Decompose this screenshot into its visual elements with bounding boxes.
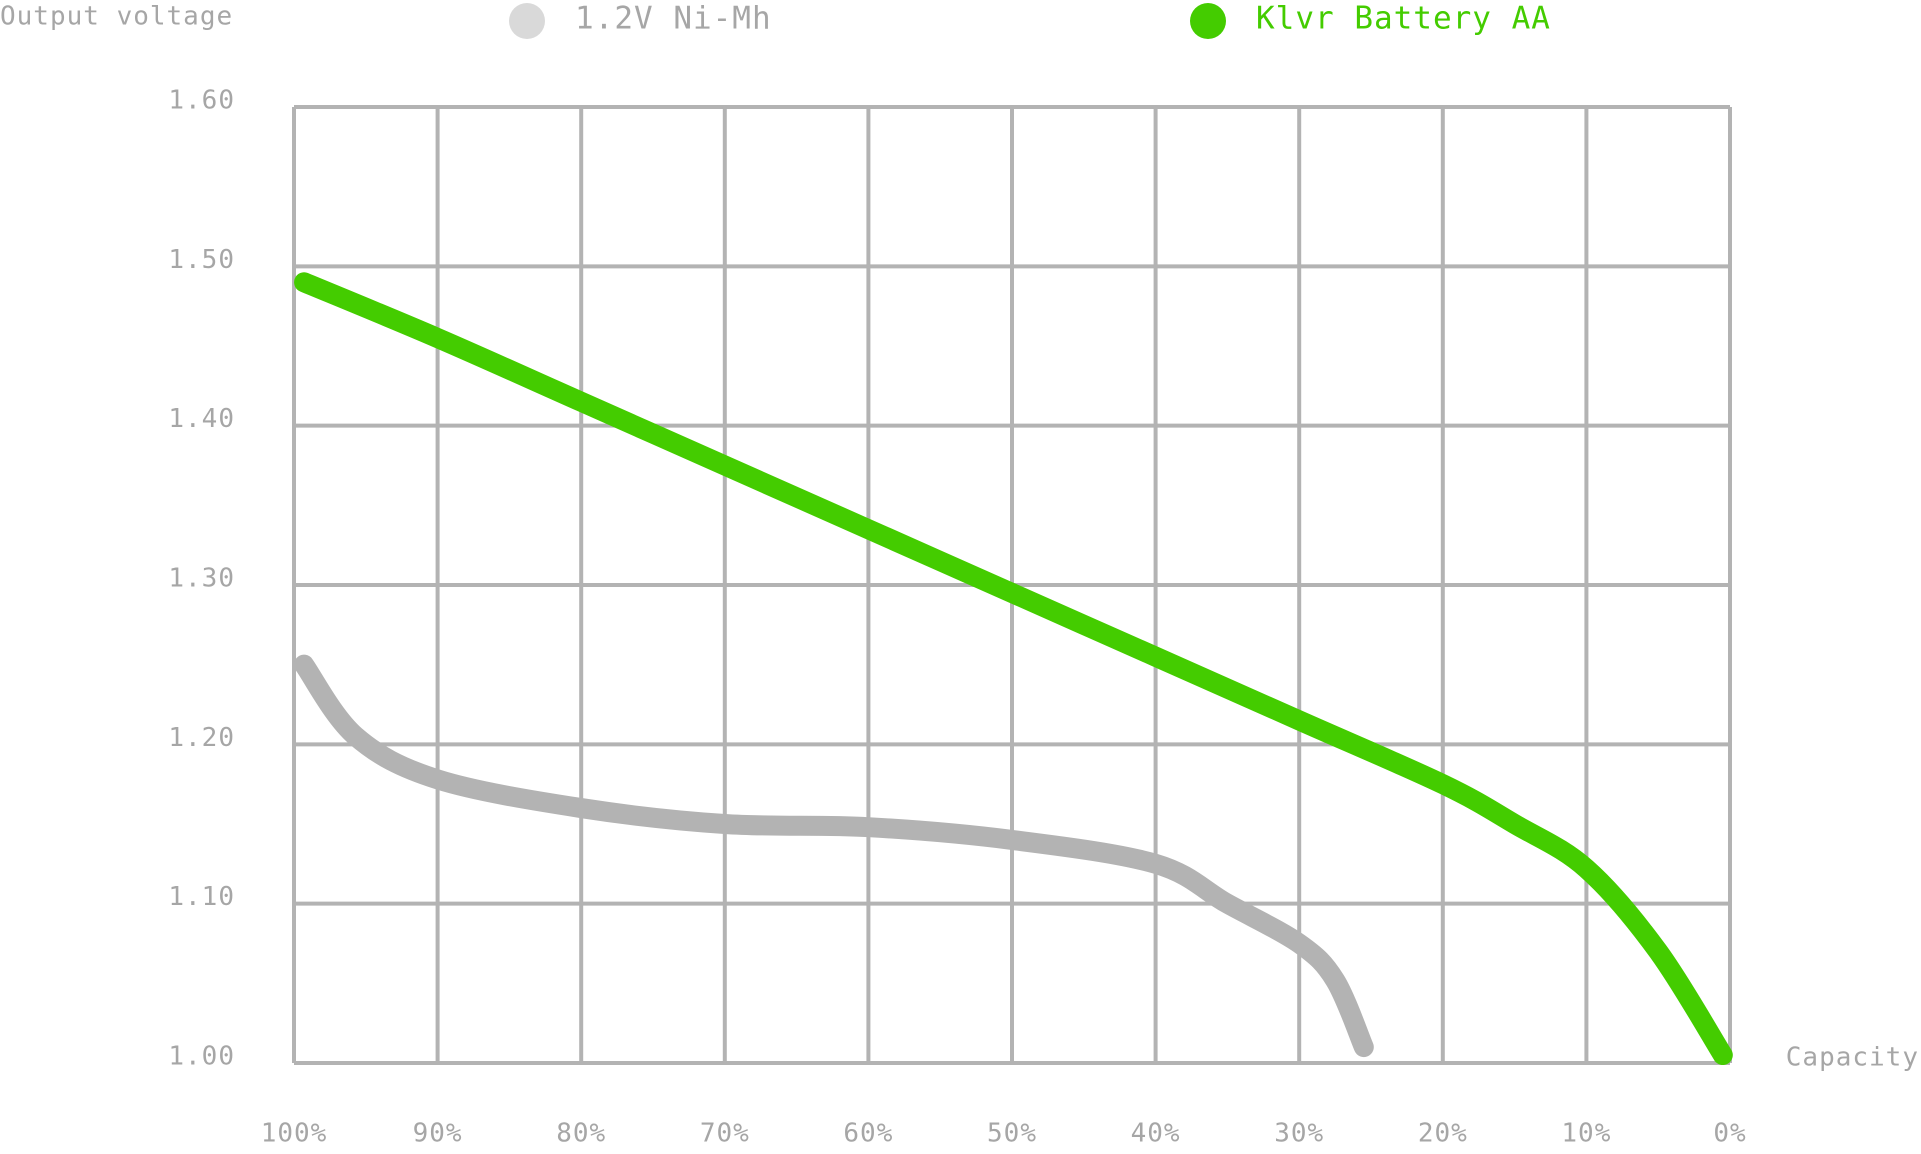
y-tick-label: 1.60 [168, 86, 235, 116]
x-tick-label: 40% [1131, 1119, 1181, 1149]
x-axis-label: Capacity [1786, 1043, 1919, 1073]
y-axis-label: Output voltage [0, 2, 233, 32]
x-tick-label: 80% [556, 1119, 606, 1149]
y-tick-label: 1.50 [168, 245, 235, 275]
legend-label: 1.2V Ni-Mh [575, 1, 772, 37]
data-line [294, 272, 1733, 1066]
data-line [294, 654, 1374, 1058]
y-tick-label: 1.20 [168, 723, 235, 753]
x-tick-label: 70% [700, 1119, 750, 1149]
legend-label: Klvr Battery AA [1256, 1, 1551, 37]
legend-marker [1190, 3, 1226, 39]
x-tick-label: 60% [843, 1119, 893, 1149]
y-tick-label: 1.00 [168, 1042, 235, 1072]
x-tick-label: 100% [261, 1119, 328, 1149]
y-tick-label: 1.30 [168, 564, 235, 594]
x-tick-label: 10% [1561, 1119, 1611, 1149]
x-tick-label: 0% [1713, 1119, 1746, 1149]
y-tick-label: 1.10 [168, 882, 235, 912]
x-tick-label: 90% [413, 1119, 463, 1149]
legend-marker [509, 3, 545, 39]
x-tick-label: 20% [1418, 1119, 1468, 1149]
x-tick-label: 30% [1274, 1119, 1324, 1149]
x-tick-label: 50% [987, 1119, 1037, 1149]
y-tick-label: 1.40 [168, 404, 235, 434]
